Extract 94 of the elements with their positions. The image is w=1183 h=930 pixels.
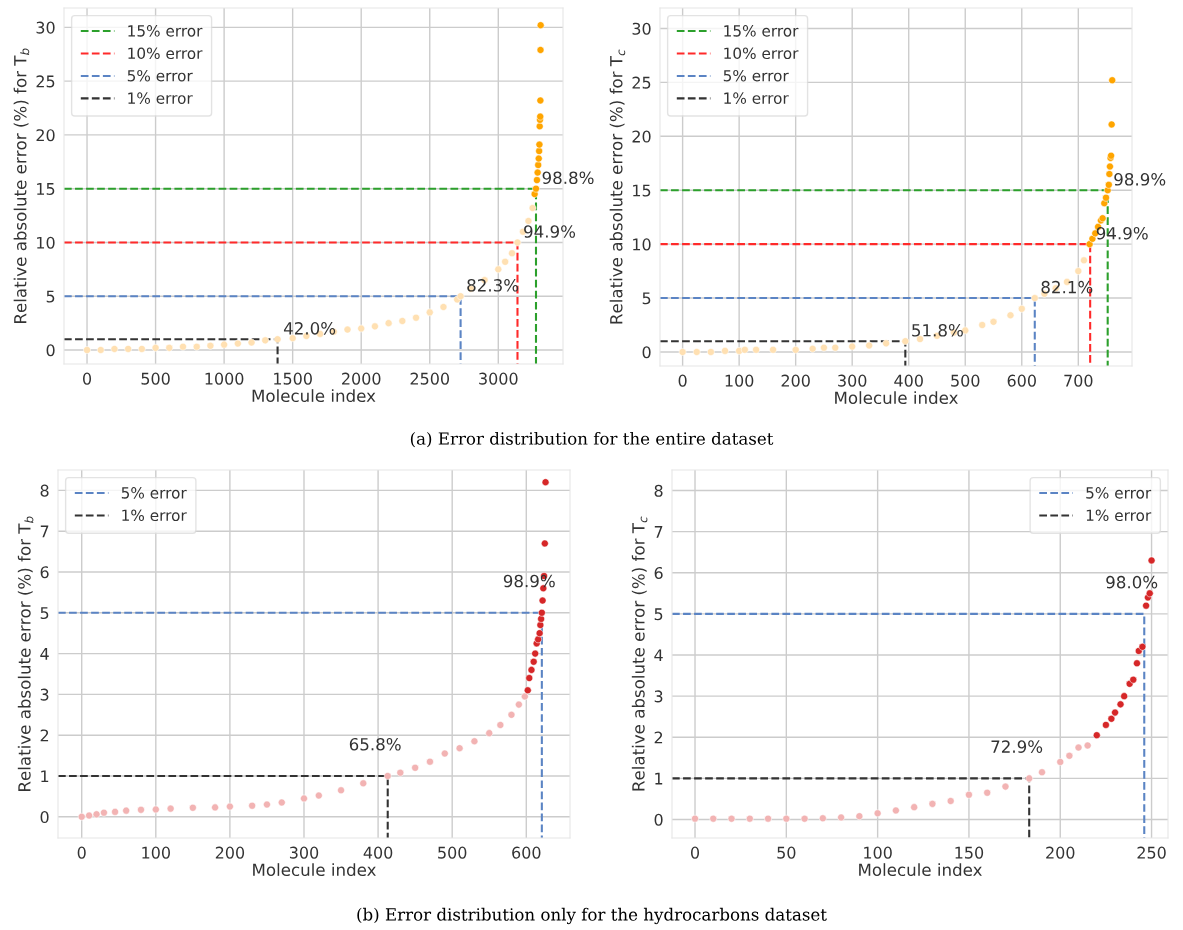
annotation: 98.0%	[1106, 575, 1158, 589]
legend-label: 15% error	[724, 25, 799, 37]
legend-label: 5% error	[127, 69, 193, 82]
y-tick-label: 30	[632, 22, 651, 35]
x-tick-label: 250	[1137, 846, 1166, 859]
x-axis-title: Molecule index	[835, 391, 958, 405]
x-axis-title: Molecule index	[253, 863, 376, 877]
y-tick-label: 1	[41, 770, 49, 783]
y-tick-label: 0	[46, 344, 55, 357]
y-tick-label: 7	[40, 525, 49, 538]
y-tick-label: 3	[40, 688, 49, 701]
legend-label: 15% error	[128, 25, 203, 37]
x-tick-label: 500	[951, 374, 980, 387]
y-tick-label: 15	[37, 183, 55, 195]
x-tick-label: 1500	[274, 372, 312, 385]
y-tick-label: 3	[654, 690, 663, 703]
annotation: 94.9%	[1096, 226, 1148, 240]
x-tick-label: 300	[289, 846, 319, 859]
x-tick-label: 100	[725, 374, 754, 387]
y-tick-label: 5	[654, 608, 663, 621]
x-tick-label: 400	[363, 846, 393, 859]
text: (a) Error distribution for the entire dataset	[410, 431, 774, 448]
y-tick-label: 8	[654, 484, 663, 497]
y-tick-label: 5	[46, 290, 55, 303]
y-tick-label: 20	[36, 129, 55, 142]
y-axis-title: Relative absolute error (%) for T$_{c}$	[631, 516, 648, 791]
legend-label: 1% error	[122, 509, 187, 522]
x-tick-label: 100	[864, 846, 892, 859]
y-tick-label: 4	[654, 649, 663, 662]
y-axis-title: Relative absolute error (%) for T$_{b}$	[13, 48, 30, 323]
y-tick-label: 25	[632, 76, 651, 89]
annotation: 82.1%	[1041, 280, 1093, 294]
annotation: 98.8%	[542, 171, 594, 185]
y-tick-label: 1	[655, 772, 663, 785]
y-axis-title: Relative absolute error (%) for T$_{c}$	[609, 49, 626, 324]
x-tick-label: 500	[438, 846, 467, 859]
annotation: 82.3%	[467, 279, 519, 292]
legend-label: 10% error	[128, 47, 203, 60]
y-tick-label: 0	[654, 813, 663, 826]
x-tick-label: 100	[142, 846, 170, 859]
y-tick-label: 30	[36, 21, 55, 34]
x-axis-title: Molecule index	[859, 863, 982, 877]
y-tick-label: 2	[654, 731, 663, 744]
x-tick-label: 200	[1046, 846, 1075, 859]
y-tick-label: 5	[642, 292, 651, 305]
annotation: 72.9%	[991, 740, 1043, 753]
x-tick-label: 0	[77, 846, 86, 859]
y-tick-label: 25	[36, 75, 55, 88]
y-tick-label: 4	[40, 648, 49, 660]
y-tick-label: 10	[37, 236, 55, 249]
x-tick-label: 1000	[205, 372, 244, 385]
y-tick-label: 7	[654, 526, 663, 538]
x-tick-label: 0	[83, 372, 92, 385]
x-tick-label: 400	[894, 374, 923, 387]
x-axis-title: Molecule index	[252, 389, 376, 403]
y-axis-title: Relative absolute error (%) for T$_{b}$	[17, 516, 34, 791]
y-tick-label: 6	[654, 567, 663, 580]
x-tick-label: 300	[838, 374, 867, 387]
text: (b) Error distribution only for the hydrocarbons dataset	[357, 907, 827, 925]
x-tick-label: 500	[141, 372, 170, 385]
y-tick-label: 0	[642, 346, 651, 359]
legend-label: 10% error	[724, 47, 799, 60]
y-tick-label: 15	[633, 184, 651, 197]
legend-label: 5% error	[1086, 487, 1152, 499]
x-tick-label: 700	[1064, 374, 1093, 387]
x-tick-label: 0	[678, 374, 687, 387]
annotation: 98.9%	[503, 574, 555, 588]
annotation: 98.9%	[1114, 173, 1166, 186]
x-tick-label: 600	[512, 846, 541, 859]
annotation: 42.0%	[283, 322, 336, 335]
legend-label: 5% error	[723, 69, 789, 82]
legend-label: 1% error	[128, 92, 193, 104]
y-tick-label: 5	[40, 607, 49, 620]
y-tick-label: 8	[40, 484, 49, 497]
y-tick-label: 2	[40, 729, 49, 742]
x-tick-label: 2500	[410, 372, 450, 385]
x-tick-label: 0	[690, 846, 700, 859]
annotation: 94.9%	[524, 225, 576, 238]
y-tick-label: 0	[40, 811, 49, 824]
legend-label: 5% error	[121, 487, 187, 499]
x-tick-label: 200	[215, 846, 245, 859]
x-tick-label: 200	[781, 374, 810, 387]
x-tick-label: 50	[777, 846, 796, 859]
x-tick-label: 3000	[479, 372, 518, 385]
x-tick-label: 600	[1007, 374, 1036, 387]
x-tick-label: 150	[955, 846, 984, 859]
y-tick-label: 6	[40, 566, 49, 579]
y-tick-label: 10	[633, 238, 651, 251]
x-tick-label: 2000	[342, 372, 381, 385]
legend-label: 1% error	[1086, 509, 1152, 522]
annotation: 65.8%	[349, 737, 401, 751]
legend-label: 1% error	[724, 92, 789, 104]
y-tick-label: 20	[632, 130, 651, 143]
annotation: 51.8%	[912, 323, 963, 337]
